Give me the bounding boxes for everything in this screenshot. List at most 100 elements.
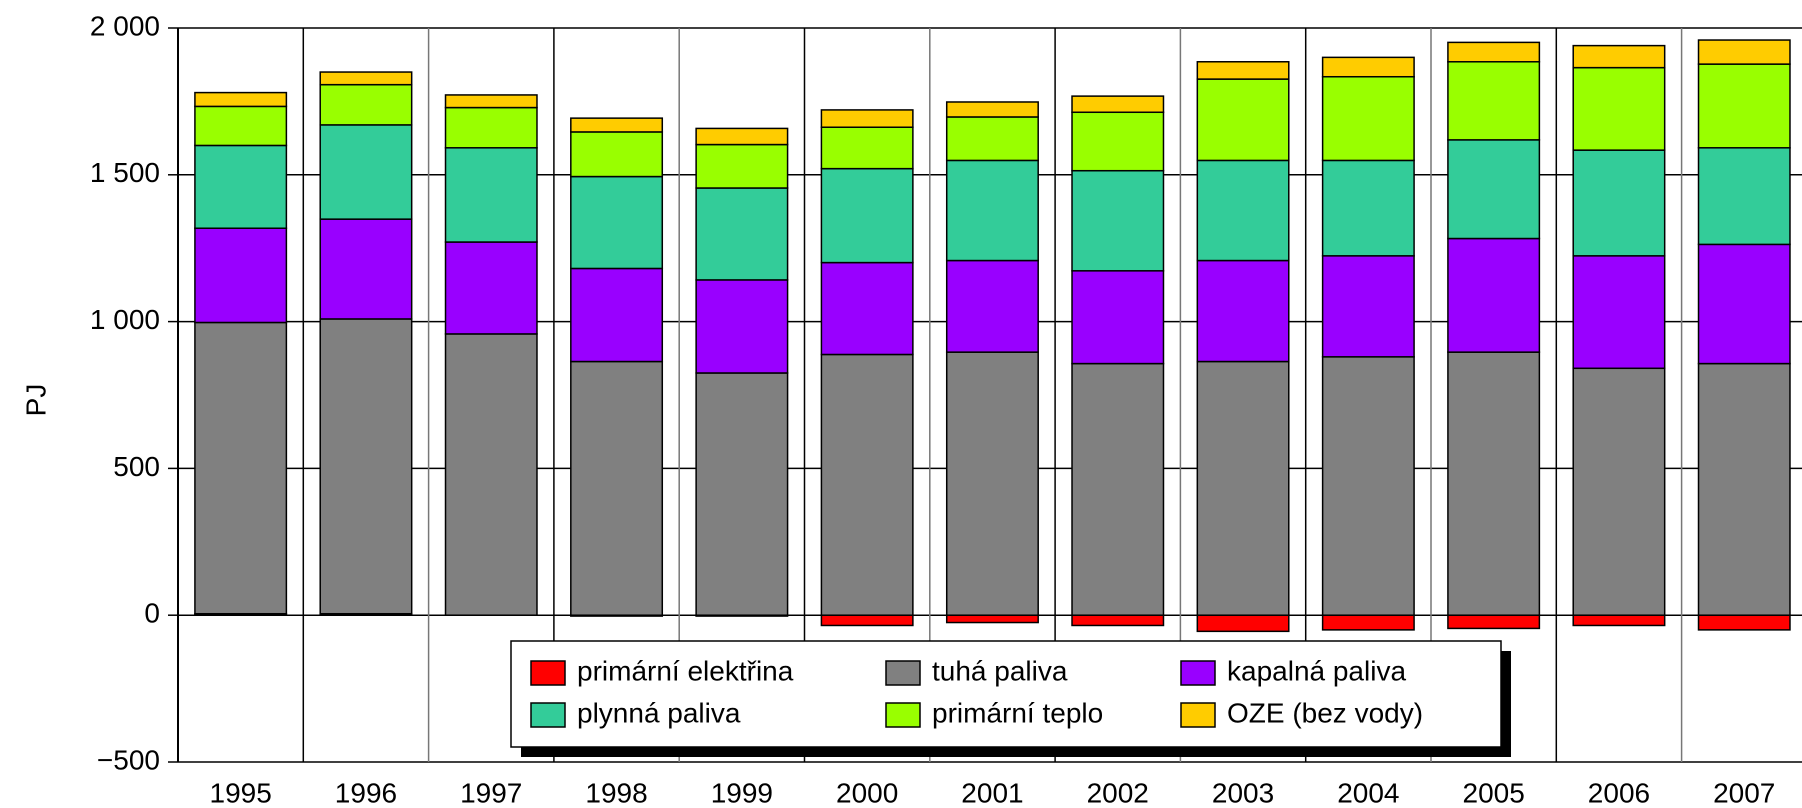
bar-segment [1572,255,1666,370]
bar-segment [194,144,288,229]
bar-segment [319,83,413,126]
bar-segment [444,147,538,243]
legend-label: primární elektřina [577,655,794,686]
y-tick-label: 1 500 [90,157,160,188]
bar-segment [1321,159,1415,257]
x-tick-label: 2001 [961,777,1023,808]
x-tick-label: 1999 [711,777,773,808]
bar-segment [695,127,789,146]
bar-segment [1196,614,1290,633]
bar-segment [1071,362,1165,616]
bar-segment [570,267,664,363]
bar-segment [1071,95,1165,114]
bar-segment [945,101,1039,118]
bar-segment [570,131,664,178]
bar-segment [319,218,413,320]
bar-segment [820,353,914,616]
x-tick-label: 2007 [1713,777,1775,808]
legend-label: primární teplo [932,697,1103,728]
bar-segment [1572,149,1666,257]
legend [510,640,1502,748]
x-tick-label: 2005 [1463,777,1525,808]
bar-segment [319,124,413,220]
bar-segment [1196,61,1290,80]
legend-label: kapalná paliva [1227,655,1406,686]
y-tick-label: −500 [97,744,160,775]
bar-segment [1196,360,1290,616]
bar-segment [570,117,664,133]
legend-swatch [885,702,921,728]
legend-swatch [530,660,566,686]
bar-segment [820,614,914,627]
bar-segment [945,159,1039,262]
bar-segment [1447,139,1541,240]
x-tick-label: 2003 [1212,777,1274,808]
bar-segment [1572,614,1666,627]
bar-segment [945,116,1039,162]
bar-segment [1321,356,1415,616]
bar-segment [1447,351,1541,616]
legend-label: tuhá paliva [932,655,1068,686]
x-tick-label: 1997 [460,777,522,808]
bar-segment [1447,41,1541,63]
bar-segment [1321,614,1415,631]
bar-segment [1697,63,1791,149]
legend-label: plynná paliva [577,697,741,728]
bar-segment [1321,75,1415,162]
bar-segment [194,105,288,147]
bar-segment [1321,255,1415,358]
bar-segment [319,318,413,615]
y-tick-label: 0 [144,598,160,629]
bar-segment [570,360,664,616]
bar-segment [820,167,914,264]
bar-segment [319,71,413,86]
bar-segment [1697,39,1791,65]
bar-segment [444,94,538,109]
x-tick-label: 2004 [1337,777,1399,808]
bar-segment [444,106,538,149]
bar-segment [1071,111,1165,172]
bar-segment [1196,159,1290,262]
bar-segment [1572,66,1666,151]
bar-segment [695,372,789,616]
bar-segment [1447,237,1541,353]
x-tick-label: 1996 [335,777,397,808]
y-tick-label: 500 [113,451,160,482]
bar-segment [194,321,288,615]
bar-segment [1697,147,1791,246]
bar-segment [1071,614,1165,627]
y-axis-label: PJ [20,384,51,417]
bar-segment [1697,243,1791,365]
bar-segment [695,279,789,374]
bar-segment [820,109,914,128]
legend-swatch [530,702,566,728]
legend-swatch [885,660,921,686]
bar-segment [570,175,664,270]
bar-segment [945,614,1039,624]
bar-segment [1196,259,1290,363]
legend-label: OZE (bez vody) [1227,697,1423,728]
bar-segment [820,261,914,356]
bar-segment [1071,169,1165,272]
x-tick-label: 1998 [585,777,647,808]
bar-segment [1196,78,1290,162]
bar-segment [1447,614,1541,630]
bar-segment [945,351,1039,616]
bar-segment [695,187,789,281]
bar-segment [1572,44,1666,69]
x-tick-label: 2002 [1087,777,1149,808]
bar-segment [444,333,538,616]
bar-segment [1447,61,1541,141]
bar-segment [1697,362,1791,616]
x-tick-label: 1995 [210,777,272,808]
y-tick-label: 2 000 [90,10,160,41]
bar-segment [820,126,914,170]
legend-swatch [1180,702,1216,728]
x-tick-label: 2006 [1588,777,1650,808]
bar-segment [194,91,288,108]
bar-segment [194,227,288,324]
bar-segment [1572,367,1666,616]
x-tick-label: 2000 [836,777,898,808]
y-tick-label: 1 000 [90,304,160,335]
